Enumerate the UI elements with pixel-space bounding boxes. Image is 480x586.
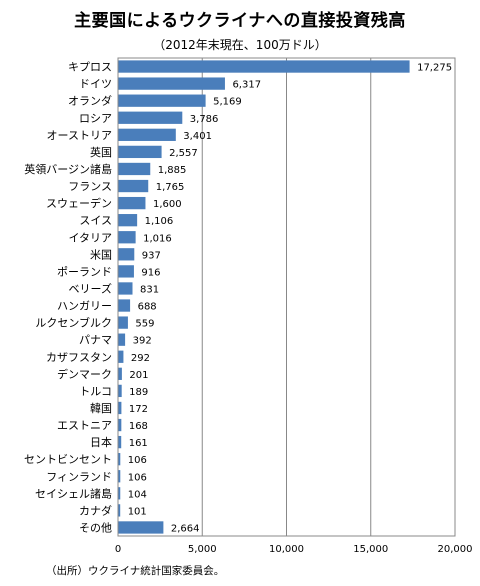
bar [118, 350, 124, 363]
value-label: 937 [142, 250, 161, 261]
value-label: 106 [128, 472, 147, 483]
category-label: 英国 [90, 145, 112, 159]
value-label: 101 [128, 506, 147, 517]
value-labels: 17,275 6,317 5,169 3,786 3,401 2,557 1,885 1,76… [128, 63, 452, 535]
bar [118, 453, 121, 466]
category-labels: キプロスドイツオランダロシアオーストリア英国英領バージン諸島フランススウェーデン… [24, 61, 112, 535]
category-label: トルコ [79, 385, 112, 398]
bar [118, 60, 410, 73]
value-label: 2,664 [171, 523, 200, 534]
bars [118, 60, 410, 534]
bar [118, 248, 135, 261]
value-label: 6,317 [232, 80, 261, 91]
bar [118, 179, 149, 193]
category-label: ハンガリー [57, 300, 112, 313]
category-label: カザフスタン [46, 351, 112, 364]
value-label: 1,016 [143, 233, 172, 244]
bar [118, 299, 131, 312]
bar [118, 128, 176, 141]
category-label: イタリア [68, 231, 112, 244]
category-label: エストニア [57, 419, 112, 432]
x-tick-label: 0 [115, 544, 121, 555]
category-label: カナダ [79, 503, 112, 517]
bar [118, 231, 136, 244]
category-label: フランス [68, 180, 112, 193]
x-axis-ticks: 0 5,000 10,000 15,000 20,000 [115, 544, 473, 555]
bar [118, 521, 164, 534]
value-label: 168 [129, 421, 148, 432]
bar [118, 487, 121, 500]
category-label: 韓国 [90, 402, 112, 415]
value-label: 172 [129, 404, 148, 415]
bar [118, 162, 151, 176]
gridlines [201, 58, 372, 536]
category-label: ポーランド [57, 265, 112, 278]
value-label: 688 [138, 302, 157, 313]
value-label: 17,275 [417, 63, 452, 74]
category-label: セントビンセント [24, 453, 112, 466]
value-label: 916 [141, 267, 160, 278]
value-label: 104 [128, 489, 147, 500]
bar [118, 316, 128, 329]
bar [118, 214, 138, 227]
value-label: 1,106 [145, 216, 174, 227]
value-label: 292 [131, 353, 150, 364]
category-label: スイス [79, 214, 112, 227]
category-label: ロシア [79, 112, 112, 125]
value-label: 3,786 [190, 114, 219, 125]
category-label: セイシェル諸島 [35, 486, 112, 500]
bar [118, 77, 225, 90]
value-label: 5,169 [213, 97, 242, 108]
category-label: 日本 [90, 435, 112, 449]
category-label: 英領バージン諸島 [24, 162, 112, 176]
category-label: ドイツ [79, 78, 112, 91]
bar [118, 384, 122, 398]
bar [118, 196, 146, 210]
bar [118, 333, 126, 346]
value-label: 106 [128, 455, 147, 466]
category-label: キプロス [68, 61, 112, 74]
bar [118, 111, 183, 124]
value-label: 3,401 [183, 131, 212, 142]
value-label: 189 [129, 387, 148, 398]
bar [118, 265, 134, 278]
category-label: ルクセンブルク [35, 316, 112, 330]
x-tick-label: 15,000 [353, 544, 388, 555]
chart-subtitle: （2012年末現在、100万ドル） [153, 38, 327, 52]
value-label: 559 [135, 319, 154, 330]
x-tick-label: 5,000 [188, 544, 217, 555]
category-label: 米国 [90, 248, 112, 261]
category-label: デンマーク [57, 367, 112, 381]
bar [118, 282, 133, 295]
category-label: その他 [79, 521, 112, 534]
value-label: 392 [133, 336, 152, 347]
category-label: パナマ [79, 334, 112, 347]
category-label: スウェーデン [46, 196, 112, 210]
bar [118, 470, 121, 483]
bar [118, 145, 162, 159]
bar [118, 367, 122, 380]
bar [118, 401, 122, 415]
value-label: 1,885 [158, 165, 187, 176]
category-label: フィンランド [46, 470, 112, 483]
source-note: （出所）ウクライナ統計国家委員会。 [46, 565, 225, 577]
bar [118, 418, 122, 432]
value-label: 1,765 [156, 182, 185, 193]
x-tick-label: 10,000 [269, 544, 304, 555]
bar [118, 435, 122, 449]
bar [118, 504, 121, 517]
chart-title: 主要国によるウクライナへの直接投資残高 [74, 11, 406, 31]
category-label: ベリーズ [69, 281, 112, 295]
category-label: オーストリア [47, 129, 112, 142]
value-label: 2,557 [169, 148, 198, 159]
category-label: オランダ [68, 94, 112, 108]
bar [118, 94, 206, 107]
value-label: 831 [140, 284, 159, 295]
x-tick-label: 20,000 [438, 544, 473, 555]
value-label: 1,600 [153, 199, 182, 210]
value-label: 201 [129, 370, 148, 381]
value-label: 161 [129, 438, 148, 449]
